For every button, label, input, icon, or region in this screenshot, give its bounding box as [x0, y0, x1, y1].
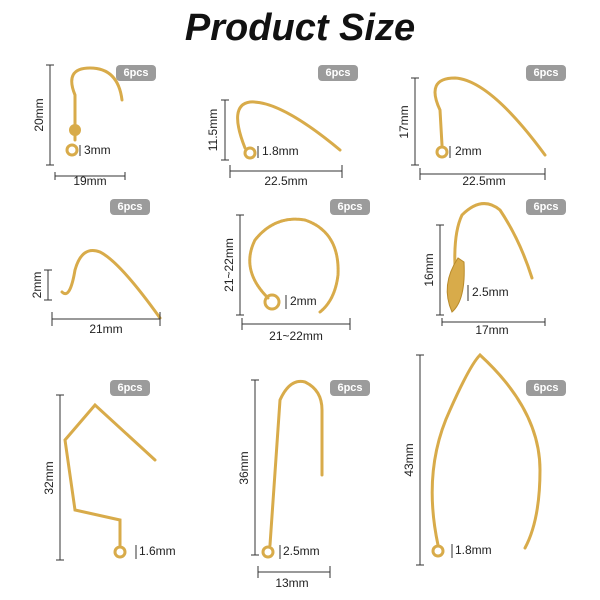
earring [268, 379, 324, 547]
width: 19mm [73, 174, 106, 188]
badge [110, 199, 150, 215]
item: 6pcs 36mm 13mm 2.5mm [237, 379, 370, 590]
title: Product Size [185, 7, 415, 49]
badge [330, 380, 370, 396]
item: 6pcs 21~22mm 21~22mm 2mm [222, 199, 370, 343]
bead [69, 124, 81, 136]
loop [263, 293, 281, 311]
item: 6pcs 16mm 17mm 2.5mm [422, 199, 566, 337]
quantity: 6pcs [533, 67, 558, 79]
height: 11.5mm [206, 109, 220, 151]
width: 22.5mm [264, 174, 307, 188]
loop-size: 1.8mm [262, 144, 299, 158]
height: 32mm [42, 461, 56, 494]
earring [433, 76, 547, 157]
height: 2mm [30, 272, 44, 299]
quantity: 6pcs [533, 382, 558, 394]
width: 17mm [475, 323, 508, 337]
loop-size: 2.5mm [283, 544, 320, 558]
dimension-lines [411, 77, 546, 180]
loop-size: 1.8mm [455, 543, 492, 557]
quantity: 6pcs [337, 201, 362, 213]
item: 6pcs 17mm 22.5mm 2mm [397, 65, 566, 188]
quantity: 6pcs [117, 382, 142, 394]
earring [236, 100, 342, 152]
loop [261, 545, 275, 559]
dimension-lines [236, 214, 351, 330]
badge [318, 65, 358, 81]
width: 22.5mm [462, 174, 505, 188]
item: 6pcs 11.5mm 22.5mm 1.8mm [206, 65, 358, 188]
dimension-lines [44, 269, 161, 326]
loop [113, 545, 127, 559]
quantity: 6pcs [117, 201, 142, 213]
loop-size: 2mm [290, 294, 317, 308]
loop [243, 146, 257, 160]
height: 36mm [237, 451, 251, 484]
width: 13mm [275, 576, 308, 590]
dimension-lines [221, 99, 343, 178]
earring [70, 66, 124, 142]
height: 16mm [422, 253, 436, 286]
height: 20mm [32, 98, 46, 131]
dimension-lines [416, 354, 453, 566]
quantity: 6pcs [337, 382, 362, 394]
height: 21~22mm [222, 238, 236, 292]
loop [65, 143, 79, 157]
quantity: 6pcs [533, 201, 558, 213]
earring [430, 352, 542, 550]
badge [330, 199, 370, 215]
earring [248, 217, 340, 314]
dimension-lines [251, 379, 331, 578]
loop [435, 145, 449, 159]
badge [116, 65, 156, 81]
drop [446, 257, 465, 313]
height: 43mm [402, 443, 416, 476]
dimension-lines [46, 64, 126, 180]
badge [110, 380, 150, 396]
badge [526, 199, 566, 215]
dimension-lines [436, 224, 546, 326]
loop-size: 1.6mm [139, 544, 176, 558]
earring [60, 249, 162, 320]
quantity: 6pcs [123, 67, 148, 79]
item: 6pcs 32mm 1.6mm [42, 380, 176, 561]
height: 17mm [397, 105, 411, 138]
width: 21~22mm [269, 329, 323, 343]
quantity: 6pcs [325, 67, 350, 79]
item: 6pcs 2mm 21mm [30, 199, 162, 336]
badge [526, 380, 566, 396]
width: 21mm [89, 322, 122, 336]
badge [526, 65, 566, 81]
item: 6pcs 20mm 19mm 3mm [32, 64, 156, 188]
earring [63, 402, 157, 547]
loop-size: 2mm [455, 144, 482, 158]
loop-size: 2.5mm [472, 285, 509, 299]
loop-size: 3mm [84, 143, 111, 157]
earring [453, 202, 534, 302]
loop [431, 544, 445, 558]
item: 6pcs 43mm 1.8mm [402, 352, 566, 566]
dimension-lines [56, 394, 137, 561]
